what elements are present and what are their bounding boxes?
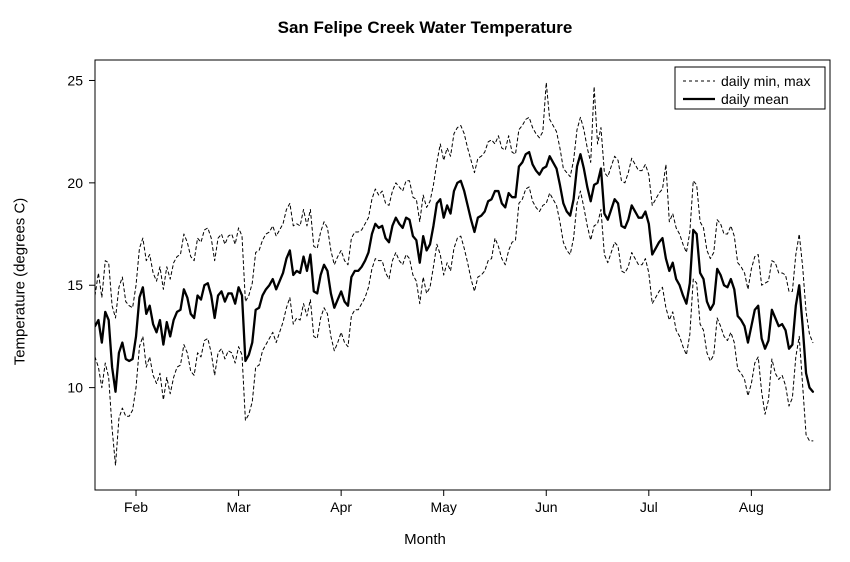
series-daily-min bbox=[95, 187, 813, 465]
y-tick-label: 20 bbox=[67, 175, 83, 191]
series-daily-mean bbox=[95, 152, 813, 392]
legend-label: daily mean bbox=[721, 91, 789, 107]
chart-svg: 10 15 20 25 Feb Mar Apr May Jun Jul Aug daily min, … bbox=[0, 0, 850, 562]
x-tick-label: May bbox=[430, 499, 456, 515]
series-daily-max bbox=[95, 83, 813, 343]
x-tick-label: Jul bbox=[640, 499, 658, 515]
x-tick-label: Feb bbox=[124, 499, 148, 515]
x-tick-label: Jun bbox=[535, 499, 558, 515]
chart-container: San Felipe Creek Water Temperature Tempe… bbox=[0, 0, 850, 562]
y-tick-label: 25 bbox=[67, 72, 83, 88]
x-tick-label: Mar bbox=[227, 499, 251, 515]
legend-label: daily min, max bbox=[721, 73, 810, 89]
x-tick-label: Apr bbox=[330, 499, 352, 515]
y-tick-label: 10 bbox=[67, 380, 83, 396]
y-tick-label: 15 bbox=[67, 277, 83, 293]
x-tick-label: Aug bbox=[739, 499, 764, 515]
